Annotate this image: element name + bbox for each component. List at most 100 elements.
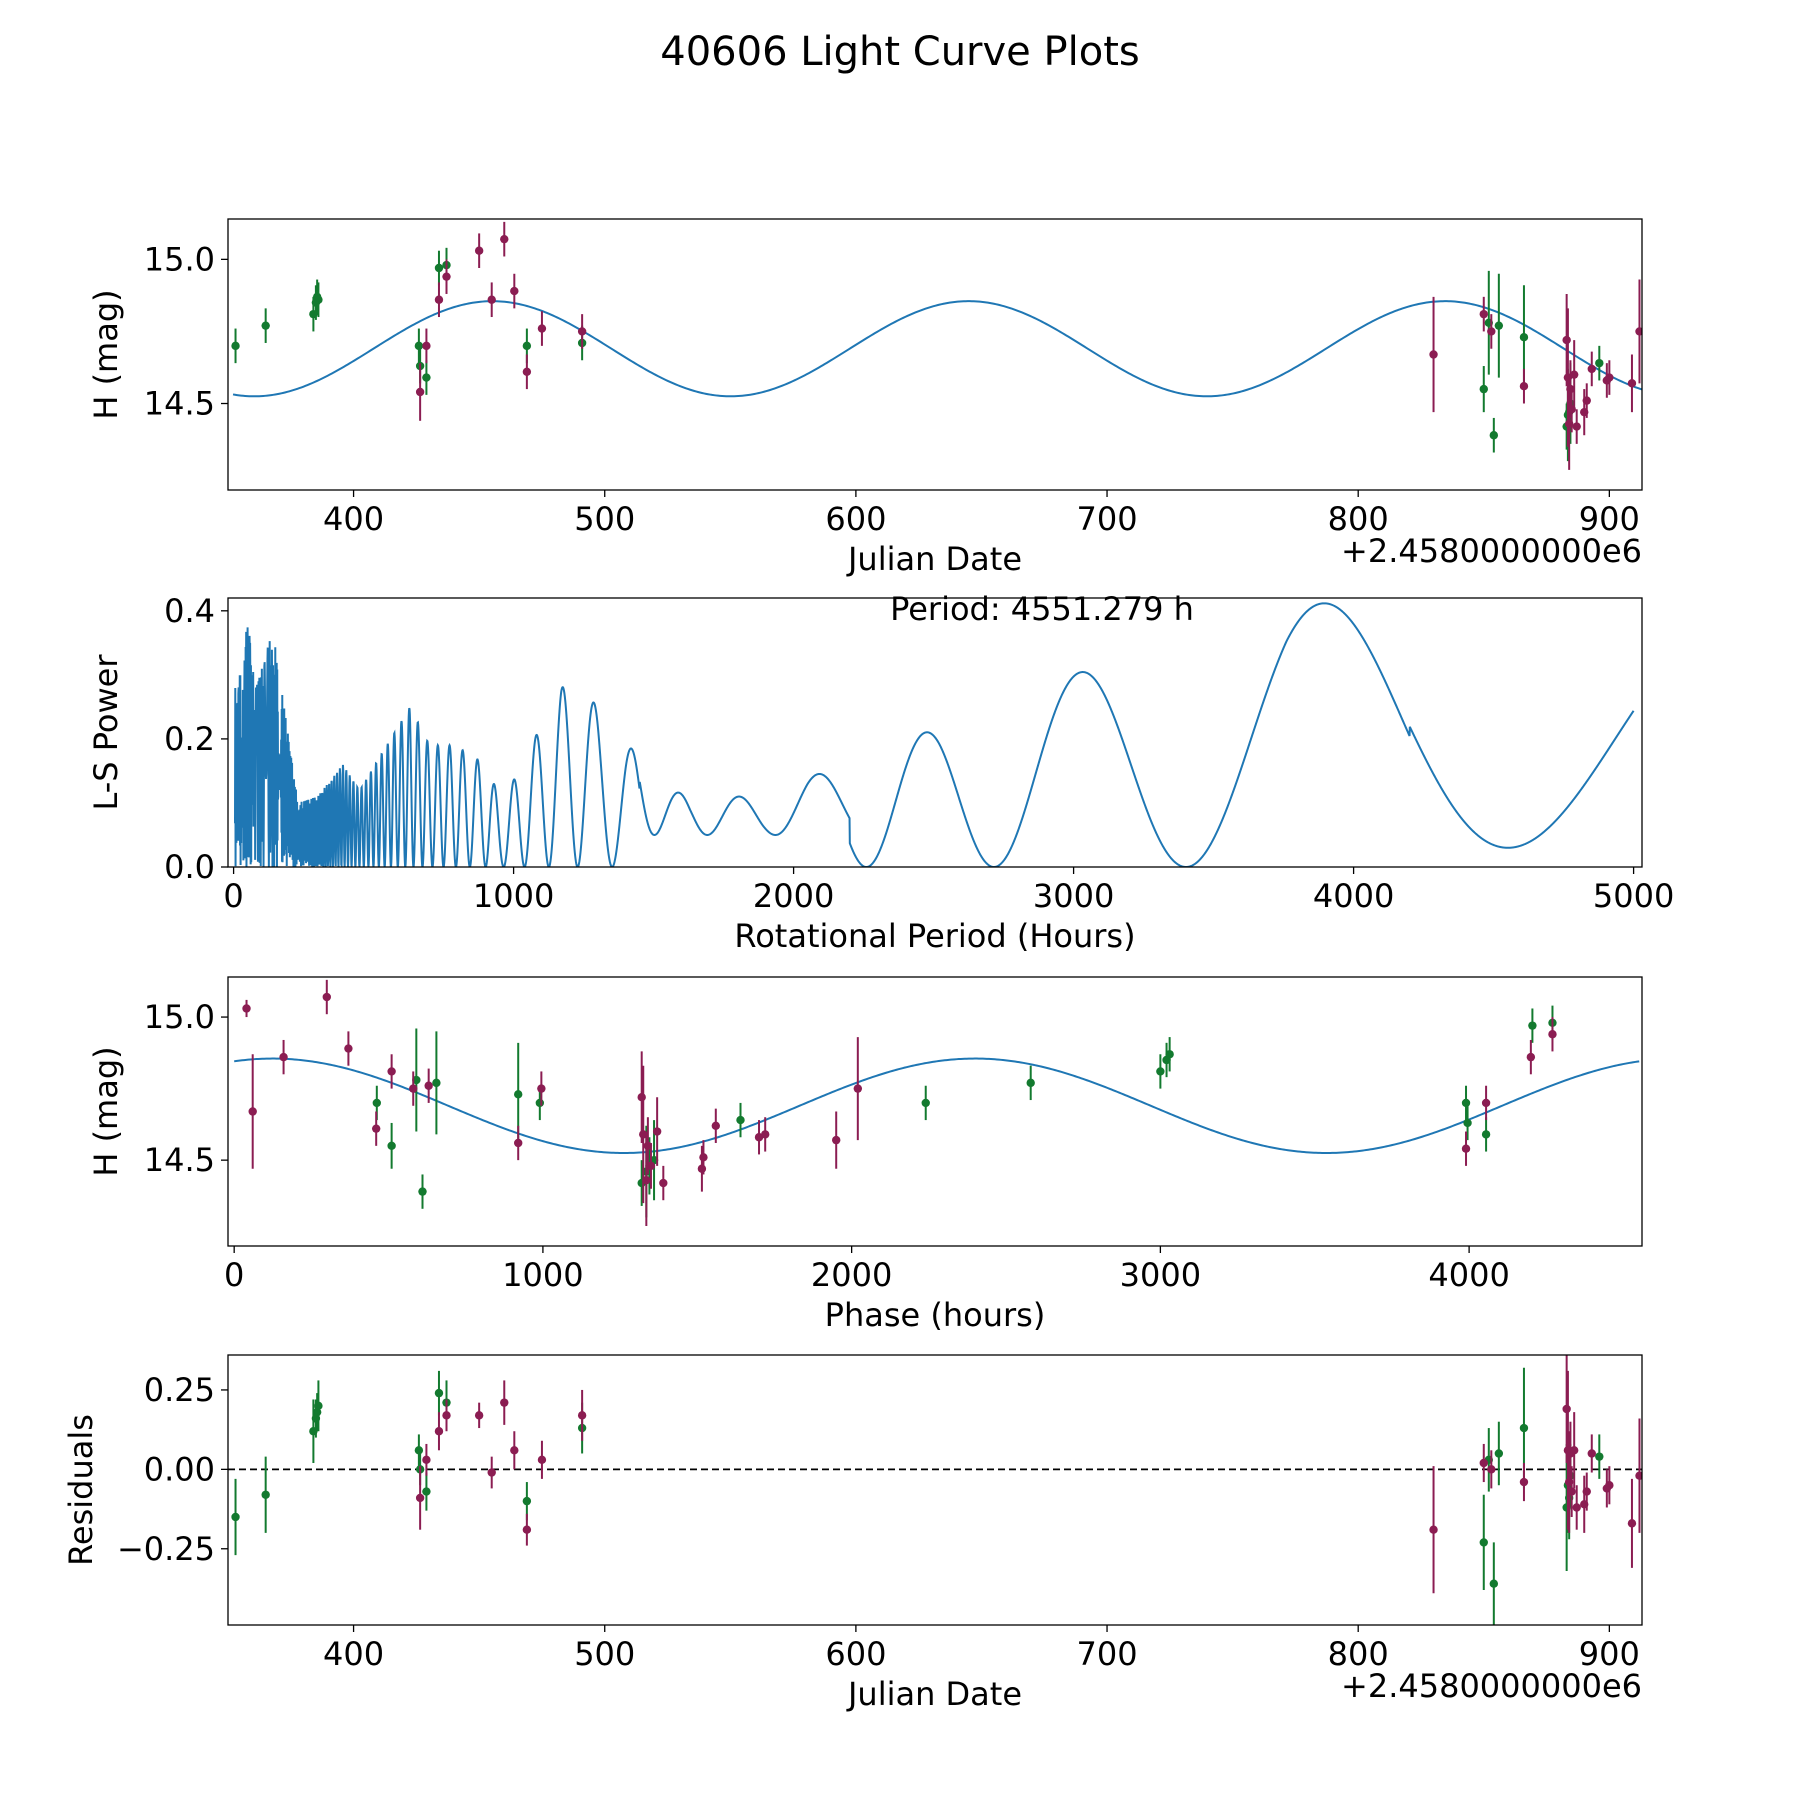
r-band-data-point bbox=[510, 286, 519, 296]
x-axis-label: Rotational Period (Hours) bbox=[734, 917, 1135, 955]
phased-plot-area bbox=[234, 979, 1640, 1226]
x-tick-label: 2000 bbox=[753, 877, 834, 915]
r-band-data-point bbox=[1567, 1487, 1576, 1496]
g-band-data-point bbox=[1494, 321, 1504, 330]
lightcurve-plot-area bbox=[231, 221, 1642, 470]
r-band-data-point bbox=[1635, 327, 1642, 336]
r-band-data-point bbox=[500, 234, 509, 244]
r-band-data-point bbox=[1487, 1465, 1496, 1474]
g-band-data-point bbox=[1519, 1423, 1529, 1433]
g-band-data-point bbox=[422, 373, 431, 382]
y-axis-label: H (mag) bbox=[87, 1046, 125, 1176]
r-band-data-point bbox=[1519, 1477, 1529, 1487]
y-tick-label: 0.00 bbox=[144, 1450, 215, 1488]
residuals-plot-area bbox=[228, 1355, 1642, 1625]
x-tick-label: 4000 bbox=[1428, 1256, 1509, 1294]
x-tick-label: 500 bbox=[574, 500, 635, 538]
r-band-data-point bbox=[387, 1067, 396, 1076]
g-band-data-point bbox=[1026, 1078, 1035, 1088]
r-band-data-point bbox=[1429, 350, 1438, 359]
g-band-data-point bbox=[1156, 1067, 1165, 1076]
r-band-data-point bbox=[1627, 379, 1637, 388]
r-band-data-point bbox=[832, 1135, 841, 1145]
g-band-data-point bbox=[1479, 1538, 1488, 1547]
r-band-data-point bbox=[1526, 1052, 1536, 1062]
g-band-data-point bbox=[1479, 384, 1488, 394]
g-band-data-point bbox=[1165, 1050, 1174, 1059]
x-tick-label: 600 bbox=[825, 1635, 886, 1673]
g-band-data-point bbox=[434, 1388, 444, 1398]
residuals-axes-frame bbox=[227, 1354, 1643, 1626]
g-band-data-point bbox=[1463, 1118, 1472, 1128]
r-band-data-point bbox=[699, 1153, 708, 1162]
r-band-data-point bbox=[322, 992, 331, 1002]
r-band-data-point bbox=[1461, 1144, 1471, 1153]
g-band-data-point bbox=[1489, 1579, 1499, 1588]
r-band-data-point bbox=[434, 1427, 444, 1436]
y-tick-label: 0.2 bbox=[164, 720, 215, 758]
y-axis-label: H (mag) bbox=[87, 289, 125, 419]
r-band-data-point bbox=[1569, 370, 1579, 379]
y-tick-label: 14.5 bbox=[144, 385, 215, 423]
r-band-data-point bbox=[415, 387, 425, 397]
r-band-data-point bbox=[1479, 1458, 1488, 1468]
r-band-data-point bbox=[1429, 1525, 1438, 1534]
x-tick-label: 4000 bbox=[1313, 877, 1394, 915]
x-axis-label: Phase (hours) bbox=[825, 1296, 1046, 1334]
r-band-data-point bbox=[1605, 1481, 1614, 1490]
x-tick-label: 800 bbox=[1328, 500, 1389, 538]
r-band-data-point bbox=[409, 1084, 418, 1093]
g-band-data-point bbox=[1461, 1098, 1471, 1108]
r-band-data-point bbox=[1635, 1471, 1642, 1480]
g-band-data-point bbox=[1595, 1452, 1604, 1461]
g-band-data-point bbox=[434, 263, 444, 273]
r-band-data-point bbox=[487, 1468, 496, 1477]
g-band-data-point bbox=[231, 341, 240, 351]
y-axis-label: Residuals bbox=[62, 1414, 100, 1566]
r-band-data-point bbox=[1582, 1487, 1591, 1496]
periodogram-curve bbox=[234, 602, 1635, 867]
residuals-plot: 400 500 600 700 800 900 −0.25 0.00 0.25 Julian Da… bbox=[62, 1354, 1643, 1713]
y-tick-label: 15.0 bbox=[144, 240, 215, 278]
y-tick-label: 0.0 bbox=[164, 848, 215, 886]
g-band-data-point bbox=[1519, 333, 1529, 342]
g-band-data-point bbox=[1489, 431, 1499, 440]
x-tick-label: 800 bbox=[1328, 1635, 1389, 1673]
g-band-data-point bbox=[231, 1512, 240, 1522]
g-band-data-point bbox=[522, 1496, 532, 1506]
g-band-data-point bbox=[1595, 358, 1604, 368]
g-band-data-point bbox=[522, 341, 532, 351]
r-band-data-point bbox=[442, 272, 451, 281]
g-band-data-point bbox=[261, 321, 270, 330]
y-tick-label: 14.5 bbox=[144, 1141, 215, 1179]
y-tick-label: −0.25 bbox=[117, 1530, 215, 1568]
r-band-data-point bbox=[659, 1178, 668, 1188]
r-band-data-point bbox=[652, 1127, 662, 1136]
x-tick-label: 900 bbox=[1579, 1635, 1640, 1673]
g-band-data-point bbox=[1528, 1021, 1537, 1030]
r-band-data-point bbox=[537, 1084, 546, 1093]
x-tick-label: 700 bbox=[1077, 1635, 1138, 1673]
r-band-data-point bbox=[537, 1455, 547, 1465]
r-band-data-point bbox=[646, 1161, 656, 1171]
r-band-data-point bbox=[1582, 396, 1591, 405]
g-band-data-point bbox=[422, 1487, 431, 1496]
g-band-data-point bbox=[314, 1401, 323, 1411]
g-band-data-point bbox=[1494, 1449, 1504, 1458]
phased-lightcurve-plot: 0 1000 2000 3000 4000 14.5 15.0 Phase (hours) H … bbox=[87, 976, 1643, 1334]
r-band-data-point bbox=[500, 1398, 509, 1407]
r-band-data-point bbox=[424, 1081, 433, 1090]
x-axis-label: Julian Date bbox=[846, 1675, 1022, 1713]
r-band-data-point bbox=[422, 1455, 431, 1465]
y-tick-label: 0.25 bbox=[144, 1371, 215, 1409]
x-tick-label: 600 bbox=[825, 500, 886, 538]
y-axis-label: L-S Power bbox=[87, 654, 125, 811]
periodogram-axes-frame bbox=[227, 597, 1643, 868]
periodogram-plot-area bbox=[234, 602, 1635, 867]
r-band-data-point bbox=[1572, 1503, 1581, 1512]
r-band-data-point bbox=[697, 1164, 707, 1173]
x-tick-label: 1000 bbox=[473, 877, 554, 915]
r-band-data-point bbox=[442, 1411, 451, 1420]
y-tick-label: 15.0 bbox=[144, 998, 215, 1036]
